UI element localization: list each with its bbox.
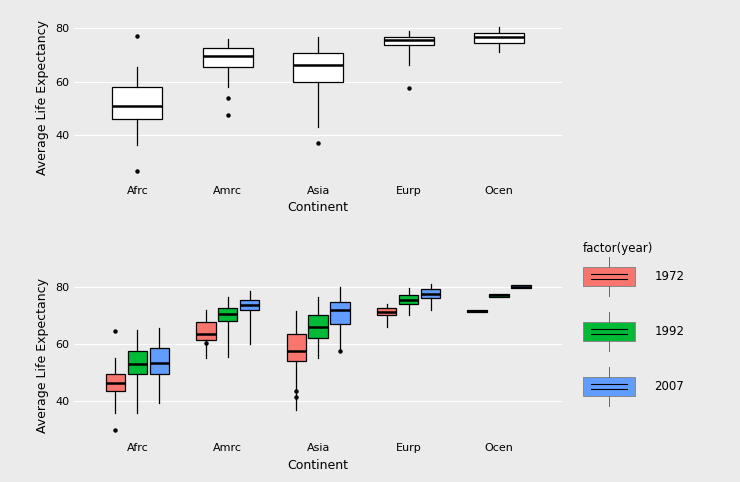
Y-axis label: Average Life Expectancy: Average Life Expectancy [36, 20, 50, 175]
Text: 1992: 1992 [654, 325, 684, 338]
FancyBboxPatch shape [583, 268, 635, 286]
Bar [149, 348, 169, 374]
Bar [127, 351, 147, 374]
Text: 1972: 1972 [654, 270, 684, 283]
Bar [489, 294, 509, 296]
Bar [309, 315, 328, 338]
Text: factor(year): factor(year) [583, 241, 653, 254]
Bar [106, 374, 125, 391]
Bar [240, 299, 260, 309]
Y-axis label: Average Life Expectancy: Average Life Expectancy [36, 278, 50, 433]
FancyBboxPatch shape [583, 377, 635, 396]
X-axis label: Continent: Continent [288, 201, 349, 214]
Bar [474, 33, 524, 42]
Bar [399, 295, 418, 304]
Text: 2007: 2007 [654, 380, 684, 393]
Bar [218, 308, 238, 321]
Bar [377, 308, 397, 315]
Bar [112, 87, 162, 119]
Bar [331, 302, 350, 324]
X-axis label: Continent: Continent [288, 459, 349, 472]
Bar [196, 322, 215, 340]
Bar [293, 54, 343, 81]
Bar [421, 290, 440, 298]
Bar [384, 37, 434, 45]
Bar [203, 48, 252, 67]
FancyBboxPatch shape [583, 322, 635, 341]
Bar [468, 309, 487, 312]
Bar [286, 334, 306, 361]
Bar [511, 285, 531, 288]
